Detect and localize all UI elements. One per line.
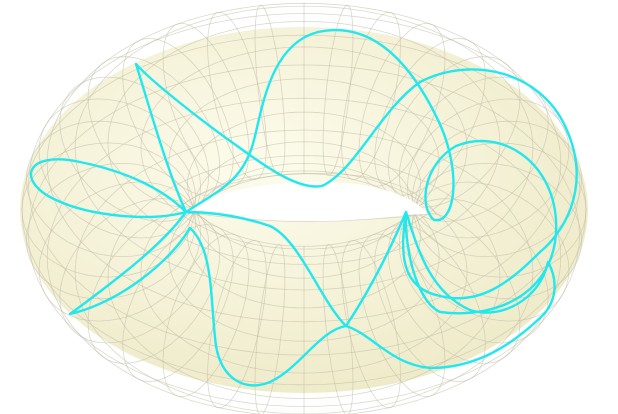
torus-parallel-line [140, 170, 468, 374]
torus-parallel-line [46, 97, 562, 414]
torus-parallel-line [107, 155, 501, 400]
torus-parallel-line [74, 5, 534, 291]
torus-parallel-line [187, 111, 421, 258]
torus-parallel-line [46, 2, 562, 323]
torus-parallel-line [74, 129, 534, 414]
torus-curve [29, 29, 578, 387]
torus-mesh [21, 2, 587, 414]
torus-hole [186, 182, 428, 222]
torus-inner-rim [175, 172, 437, 215]
torus-parallel-line [168, 173, 440, 342]
torus-parallel-line [28, 64, 580, 407]
torus-parallel-line [107, 20, 501, 265]
torus-parallel-line [28, 13, 580, 356]
torus-parallel-line [168, 78, 440, 247]
